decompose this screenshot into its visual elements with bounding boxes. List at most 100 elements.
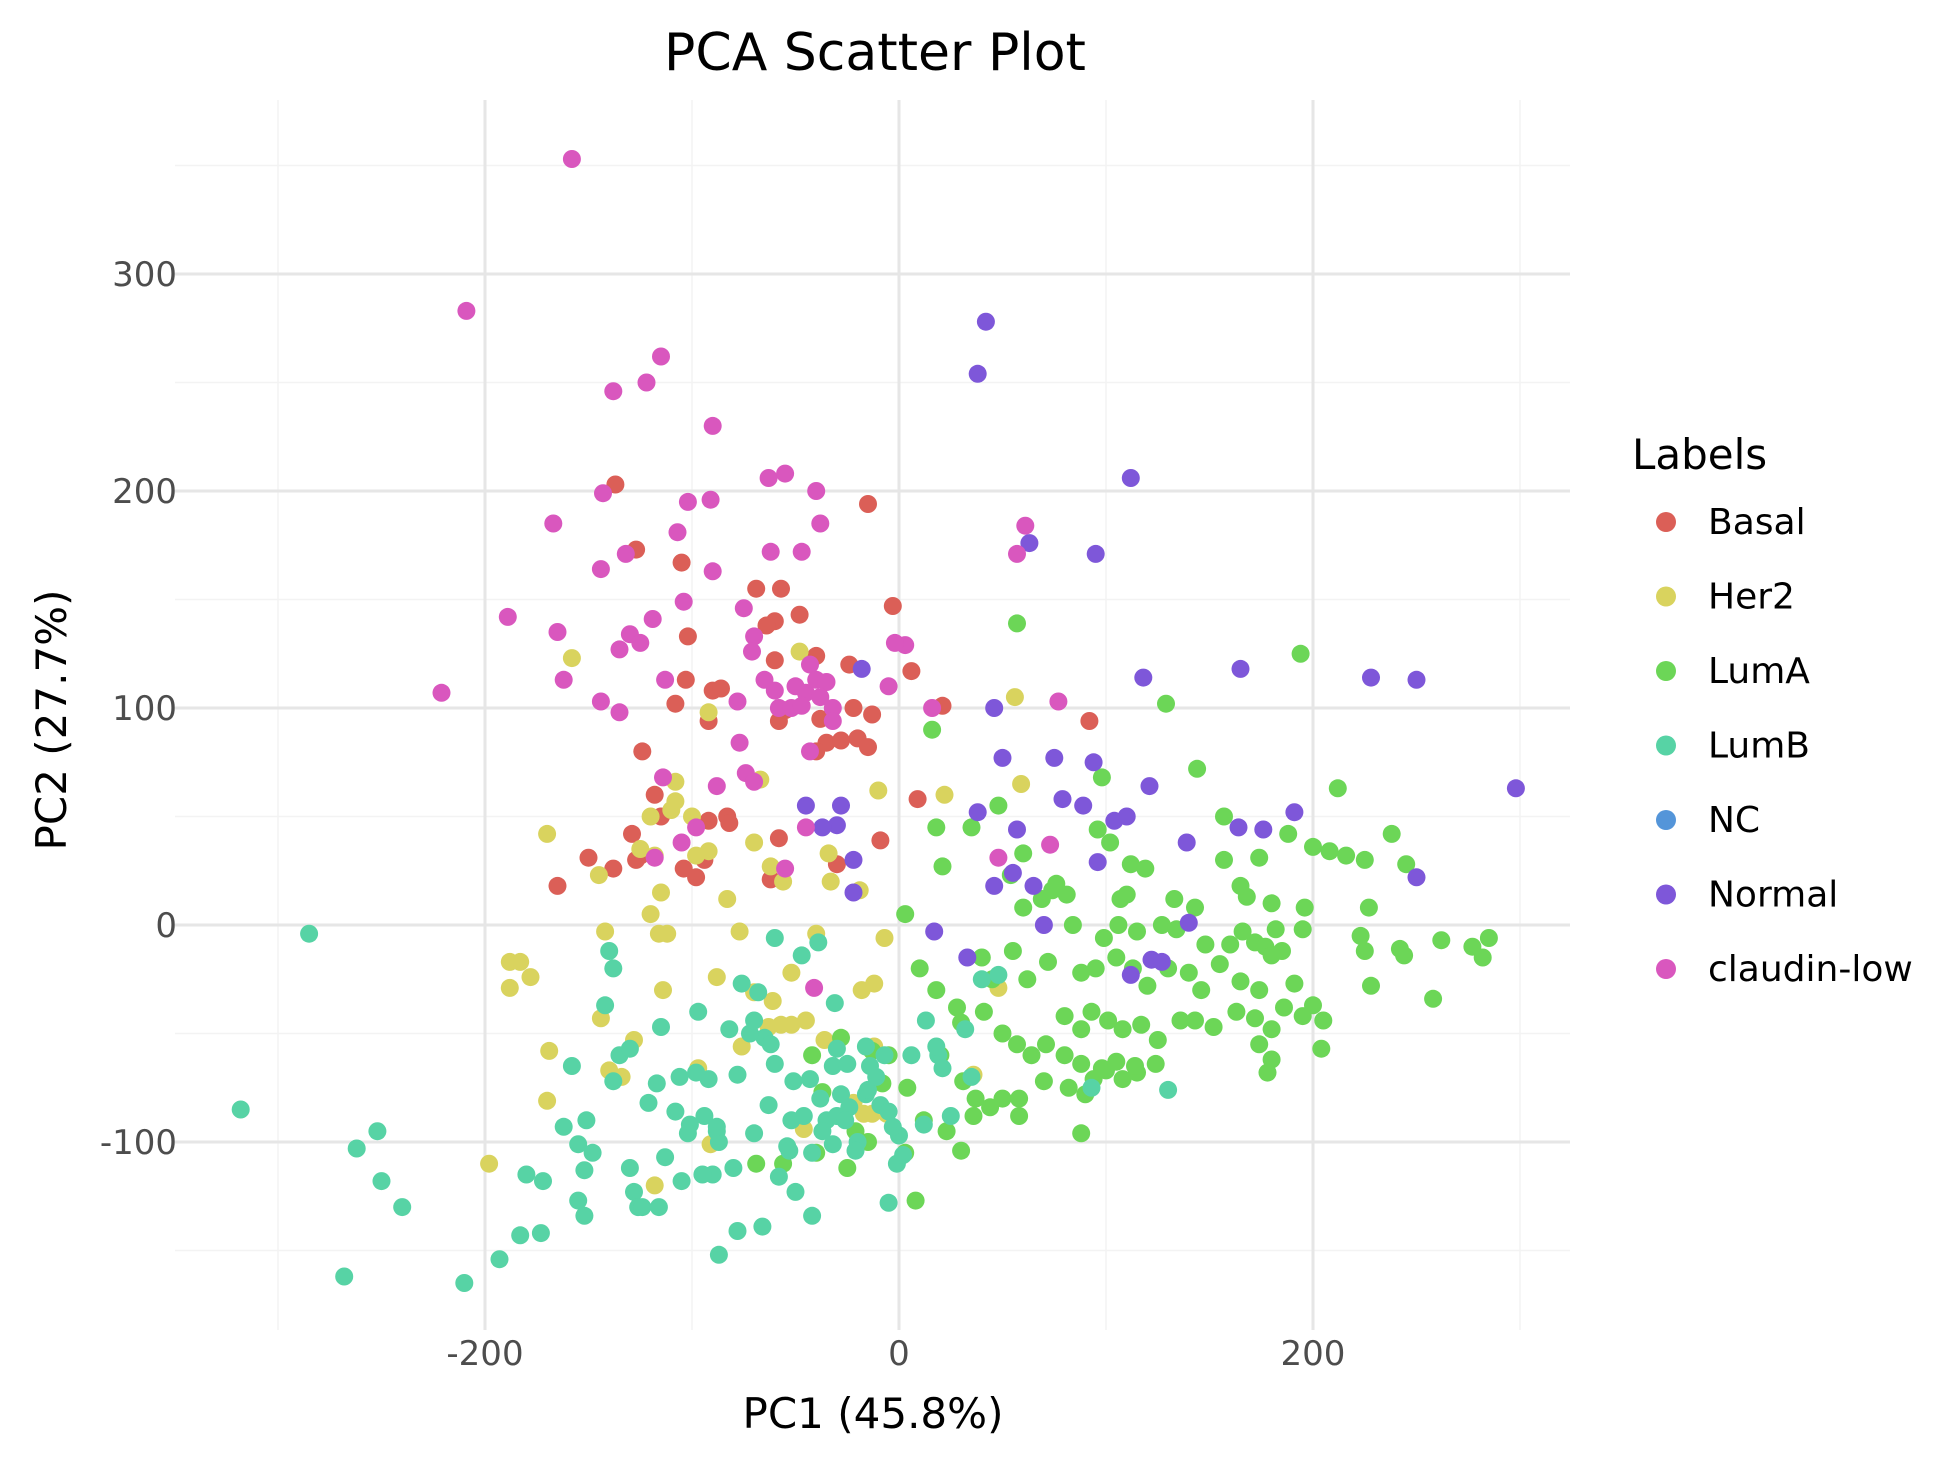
x-tick-label: 200 [1281, 1334, 1346, 1374]
point-normal [968, 364, 987, 383]
point-her2 [540, 1041, 559, 1060]
point-claudin-low [643, 610, 662, 628]
point-claudin-low [645, 848, 664, 867]
point-luma [1395, 946, 1414, 965]
point-her2 [1005, 688, 1024, 707]
point-luma [1157, 694, 1175, 713]
point-claudin-low [730, 733, 749, 752]
point-luma [1355, 942, 1374, 960]
point-normal [976, 312, 995, 331]
point-basal [769, 829, 788, 848]
point-lumb [836, 1111, 855, 1130]
point-claudin-low [801, 742, 819, 761]
point-luma [1072, 1054, 1091, 1073]
point-basal [883, 597, 902, 615]
point-claudin-low [823, 699, 842, 717]
point-normal [1177, 833, 1196, 852]
point-basal [908, 790, 927, 809]
point-luma [1262, 1020, 1281, 1039]
point-her2 [761, 857, 780, 876]
point-lumb [745, 1011, 764, 1030]
point-luma [1312, 1039, 1331, 1058]
point-luma [1121, 855, 1140, 874]
point-normal [1084, 753, 1103, 772]
point-claudin-low [743, 642, 761, 661]
point-lumb [672, 1172, 691, 1191]
point-her2 [1012, 775, 1031, 793]
point-claudin-low [811, 688, 830, 707]
point-lumb [809, 933, 828, 952]
point-lumb [596, 996, 615, 1015]
point-luma [1320, 842, 1339, 861]
point-luma [1152, 916, 1171, 934]
point-luma [896, 905, 915, 924]
point-claudin-low [562, 150, 581, 168]
point-lumb [1082, 1078, 1101, 1097]
point-luma [1086, 959, 1105, 978]
legend-label: NC [1708, 800, 1760, 841]
point-claudin-low [616, 544, 635, 563]
point-luma [1210, 955, 1229, 974]
point-luma [1293, 920, 1312, 939]
point-her2 [658, 924, 677, 943]
point-lumb [620, 1159, 639, 1177]
point-claudin-low [805, 978, 824, 997]
point-luma [747, 1154, 766, 1173]
legend-items: Basal Her2 LumA LumB NC Normal claudin-low [1656, 502, 1913, 990]
point-normal [925, 922, 944, 941]
point-her2 [596, 922, 615, 941]
point-luma [1258, 1063, 1277, 1082]
point-normal [985, 699, 1004, 717]
point-claudin-low [1008, 544, 1026, 563]
point-claudin-low [637, 373, 656, 392]
point-luma [966, 1089, 985, 1108]
point-lumb [300, 924, 319, 943]
point-luma [1397, 855, 1416, 874]
point-luma [1022, 1046, 1041, 1065]
point-her2 [935, 785, 954, 804]
legend-marker [1656, 884, 1676, 905]
point-lumb [823, 1057, 842, 1075]
point-her2 [763, 992, 782, 1010]
point-normal [1074, 796, 1093, 815]
legend-label: Normal [1708, 875, 1838, 916]
point-normal [1254, 820, 1273, 839]
point-luma [993, 1024, 1012, 1043]
point-luma [1136, 859, 1155, 878]
point-luma [1246, 1009, 1264, 1028]
point-lumb [511, 1226, 530, 1245]
point-luma [1057, 885, 1076, 904]
point-luma [964, 1107, 983, 1125]
point-luma [1359, 898, 1378, 917]
point-luma [948, 998, 966, 1017]
point-lumb [765, 1054, 784, 1073]
point-basal [871, 831, 890, 850]
point-normal [1008, 820, 1026, 839]
y-axis-title: PC2 (27.7%) [27, 590, 76, 851]
point-luma [993, 1089, 1012, 1108]
point-lumb [666, 1102, 685, 1121]
point-normal [852, 659, 871, 678]
point-luma [1099, 1011, 1118, 1030]
point-luma [1285, 974, 1304, 993]
point-her2 [562, 649, 581, 668]
point-luma [1382, 824, 1401, 843]
point-lumb [941, 1107, 960, 1125]
point-normal [1140, 777, 1159, 796]
point-lumb [633, 1198, 652, 1217]
point-luma [989, 796, 1008, 815]
point-normal [1506, 779, 1525, 798]
point-claudin-low [801, 655, 819, 674]
point-luma [1266, 920, 1285, 939]
point-basal [790, 605, 809, 624]
point-lumb [879, 1102, 898, 1121]
point-luma [838, 1159, 857, 1177]
point-claudin-low [734, 599, 753, 618]
point-luma [1262, 946, 1281, 965]
legend-label: claudin-low [1708, 949, 1913, 990]
point-lumb [728, 1222, 747, 1240]
point-lumb [393, 1198, 412, 1217]
point-claudin-low [610, 640, 629, 659]
point-her2 [819, 844, 838, 863]
